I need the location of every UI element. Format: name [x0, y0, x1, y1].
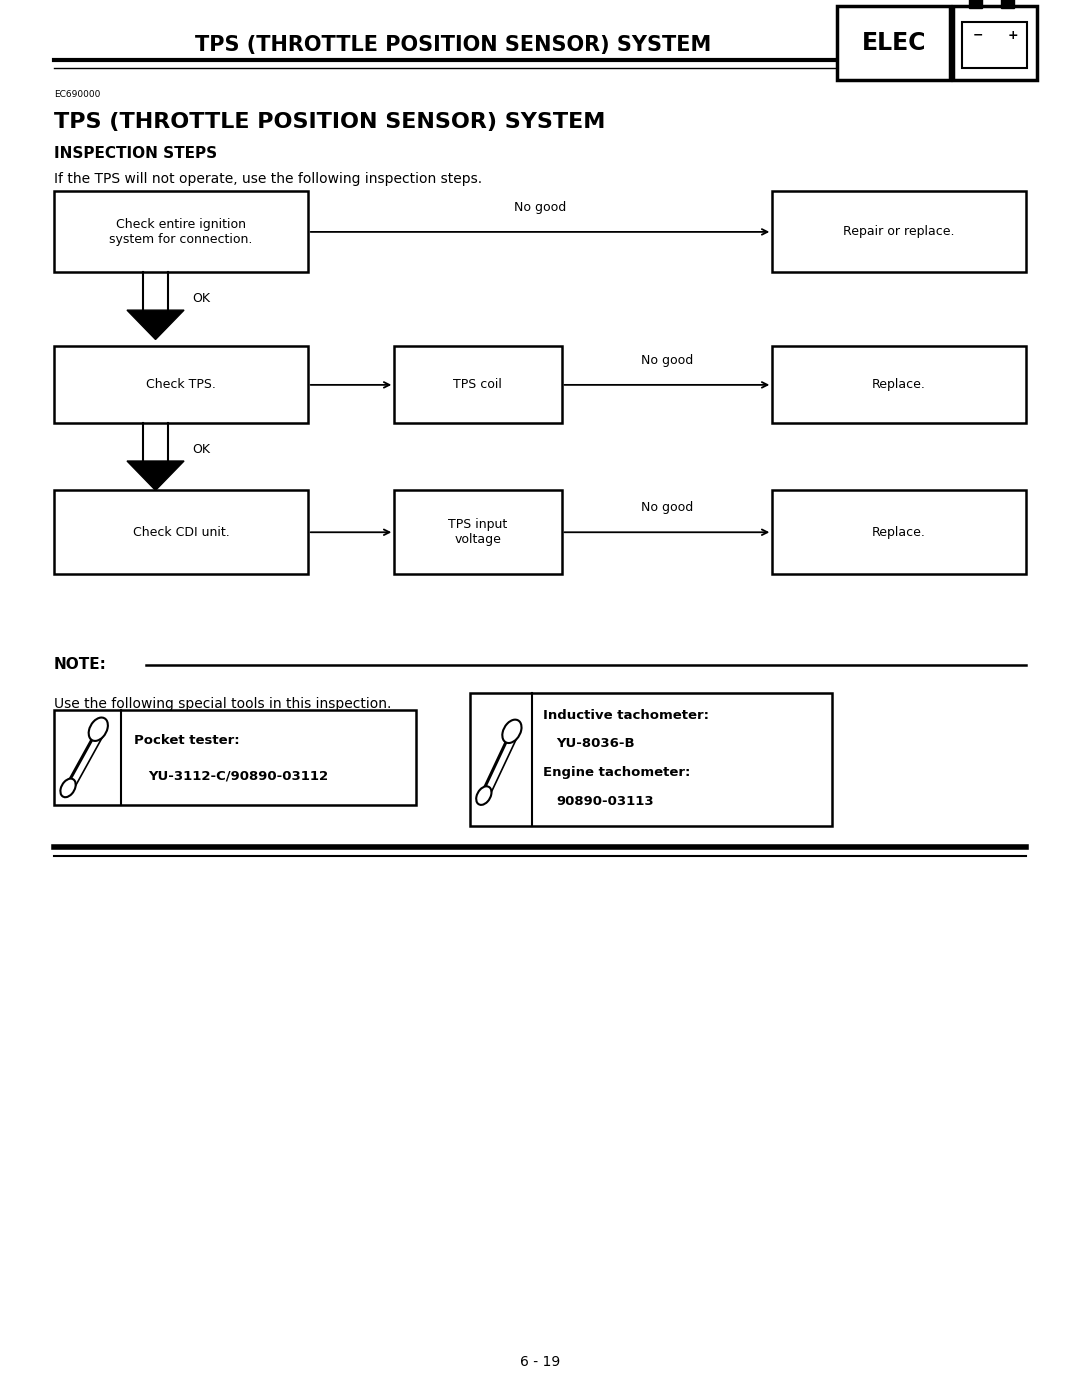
Text: INSPECTION STEPS: INSPECTION STEPS [54, 147, 217, 161]
Text: Pocket tester:: Pocket tester: [134, 733, 240, 746]
FancyBboxPatch shape [54, 346, 308, 423]
Text: YU-8036-B: YU-8036-B [556, 736, 635, 750]
FancyBboxPatch shape [54, 490, 308, 574]
FancyBboxPatch shape [54, 191, 308, 272]
Text: Check TPS.: Check TPS. [146, 379, 216, 391]
Text: 90890-03113: 90890-03113 [556, 795, 653, 809]
Text: Repair or replace.: Repair or replace. [843, 225, 955, 239]
Text: If the TPS will not operate, use the following inspection steps.: If the TPS will not operate, use the fol… [54, 172, 482, 186]
Text: ELEC: ELEC [862, 31, 926, 54]
Text: Use the following special tools in this inspection.: Use the following special tools in this … [54, 697, 391, 711]
FancyBboxPatch shape [54, 710, 416, 805]
Text: −: − [973, 29, 983, 42]
FancyBboxPatch shape [1001, 0, 1014, 8]
Text: No good: No good [640, 353, 693, 366]
Ellipse shape [502, 719, 522, 743]
FancyBboxPatch shape [962, 22, 1027, 68]
FancyBboxPatch shape [394, 490, 562, 574]
Text: TPS (THROTTLE POSITION SENSOR) SYSTEM: TPS (THROTTLE POSITION SENSOR) SYSTEM [195, 35, 712, 54]
Text: NOTE:: NOTE: [54, 658, 107, 672]
Text: TPS input
voltage: TPS input voltage [448, 518, 508, 546]
Text: Check CDI unit.: Check CDI unit. [133, 525, 229, 539]
FancyBboxPatch shape [772, 191, 1026, 272]
Text: TPS (THROTTLE POSITION SENSOR) SYSTEM: TPS (THROTTLE POSITION SENSOR) SYSTEM [54, 112, 606, 131]
Polygon shape [127, 461, 184, 490]
Polygon shape [127, 310, 184, 339]
FancyBboxPatch shape [970, 0, 983, 8]
Text: Inductive tachometer:: Inductive tachometer: [543, 708, 710, 722]
Text: Engine tachometer:: Engine tachometer: [543, 766, 690, 780]
FancyBboxPatch shape [772, 490, 1026, 574]
FancyBboxPatch shape [953, 6, 1037, 80]
Text: EC690000: EC690000 [54, 91, 100, 99]
Text: No good: No good [640, 502, 693, 514]
Ellipse shape [60, 778, 76, 798]
Text: Replace.: Replace. [873, 379, 926, 391]
FancyBboxPatch shape [394, 346, 562, 423]
Text: Replace.: Replace. [873, 525, 926, 539]
Text: 6 - 19: 6 - 19 [519, 1355, 561, 1369]
Ellipse shape [476, 787, 491, 805]
Text: YU-3112-C/90890-03112: YU-3112-C/90890-03112 [148, 770, 328, 782]
FancyBboxPatch shape [772, 346, 1026, 423]
Text: OK: OK [192, 443, 210, 457]
Text: No good: No good [514, 201, 566, 214]
Ellipse shape [89, 718, 108, 740]
FancyBboxPatch shape [470, 693, 832, 826]
Text: +: + [1008, 29, 1018, 42]
Text: OK: OK [192, 292, 210, 306]
Text: Check entire ignition
system for connection.: Check entire ignition system for connect… [109, 218, 253, 246]
FancyBboxPatch shape [837, 6, 950, 80]
Text: TPS coil: TPS coil [454, 379, 502, 391]
